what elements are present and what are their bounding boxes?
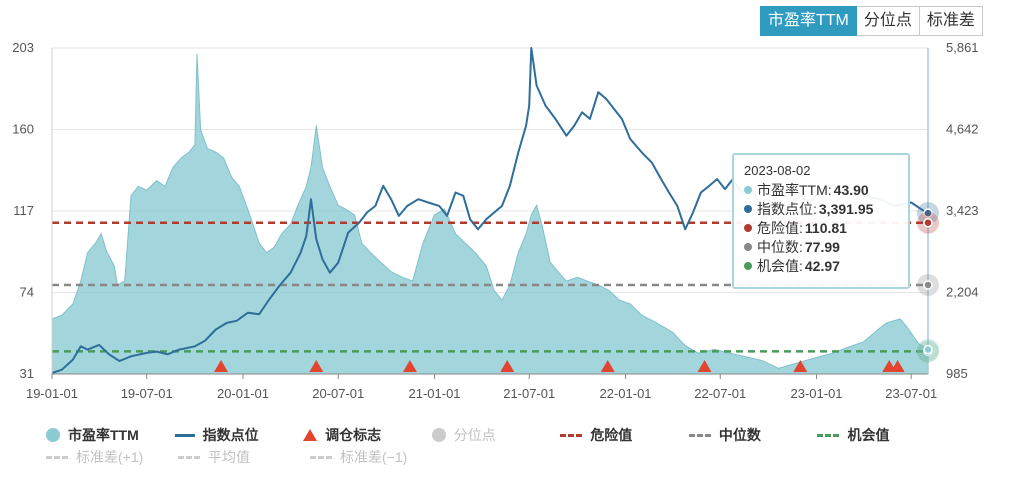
legend-item[interactable]: 中位数 — [688, 425, 818, 445]
tab-percentile[interactable]: 分位点 — [856, 6, 920, 36]
legend-triangle-icon — [303, 429, 318, 441]
legend-row-2: 标准差(+1) 平均值 标准差(−1) — [46, 446, 946, 468]
legend-dash-icon — [688, 433, 711, 437]
pe-index-chart[interactable]: 203 5,861 160 4,642 117 3,423 74 2,204 31 985 19-0… — [0, 0, 1032, 420]
y-left-tick-label: 74 — [20, 285, 34, 300]
tooltip-label: 指数点位: — [757, 200, 817, 217]
tab-std-dev[interactable]: 标准差 — [919, 6, 983, 36]
pe-ttm-area — [51, 53, 929, 375]
rebalance-marker — [697, 360, 712, 372]
legend-label: 指数点位 — [202, 427, 259, 443]
legend-item[interactable]: 标准差(+1) — [46, 447, 178, 467]
reference-lines — [52, 221, 928, 353]
legend-label: 中位数 — [718, 427, 761, 443]
chart-legend: 市盈率TTM 指数点位 调仓标志 分位点 危险值 中位数 机会值 标准差(+1) 平均值 标准差… — [46, 424, 946, 468]
rebalance-marker — [793, 360, 808, 372]
legend-label: 市盈率TTM — [68, 427, 139, 443]
x-tick-label: 21-01-01 — [409, 386, 461, 401]
hover-point — [923, 344, 933, 355]
tooltip-label: 中位数: — [757, 238, 803, 255]
tooltip-value: 77.99 — [804, 238, 840, 255]
tooltip-dot-icon — [744, 185, 752, 194]
legend-item[interactable]: 指数点位 — [174, 425, 304, 445]
y-right-tick-label: 4,642 — [946, 122, 979, 137]
tooltip-dot-icon — [744, 223, 752, 232]
legend-dash-icon — [560, 433, 583, 437]
rebalance-marker — [600, 360, 615, 372]
legend-circle-icon — [431, 428, 446, 442]
hover-indicators — [917, 48, 939, 374]
legend-dash-icon — [817, 433, 840, 437]
tooltip-dot-icon — [744, 204, 752, 213]
legend-item[interactable]: 机会值 — [817, 425, 946, 445]
rebalance-marker — [500, 360, 515, 372]
tooltip-value: 3,391.95 — [818, 200, 874, 217]
legend-label: 平均值 — [208, 449, 250, 465]
x-tick-label: 23-01-01 — [791, 386, 843, 401]
x-tick-label: 20-01-01 — [217, 386, 269, 401]
rebalance-markers — [214, 360, 905, 372]
legend-item[interactable]: 市盈率TTM — [46, 425, 175, 445]
y-left-tick-label: 117 — [13, 203, 34, 218]
legend-label: 标准差(+1) — [76, 449, 144, 465]
tooltip-value: 43.90 — [833, 181, 869, 198]
y-right-tick-label: 5,861 — [946, 40, 979, 55]
tooltip-row: 危险值: 110.81 — [744, 218, 898, 237]
tooltip-row: 市盈率TTM: 43.90 — [744, 180, 898, 199]
x-tick-label: 20-07-01 — [312, 386, 364, 401]
rebalance-marker — [890, 360, 905, 372]
tooltip-row: 指数点位: 3,391.95 — [744, 199, 898, 218]
y-right-tick-label: 3,423 — [946, 203, 979, 218]
chart-tooltip: 2023-08-02 市盈率TTM: 43.90 指数点位: 3,391.95 危险值:… — [732, 153, 910, 289]
legend-row-1: 市盈率TTM 指数点位 调仓标志 分位点 危险值 中位数 机会值 — [46, 424, 946, 446]
hover-point — [923, 280, 933, 290]
legend-line-icon — [174, 433, 195, 437]
tooltip-dot-icon — [744, 242, 752, 251]
legend-label: 危险值 — [590, 427, 633, 443]
legend-item[interactable]: 调仓标志 — [303, 425, 432, 445]
x-tick-label: 22-07-01 — [694, 386, 746, 401]
legend-item[interactable]: 标准差(−1) — [310, 447, 442, 467]
legend-dash-icon — [310, 455, 332, 459]
legend-item[interactable]: 危险值 — [560, 425, 689, 445]
y-right-tick-label: 2,204 — [946, 285, 979, 300]
tooltip-date: 2023-08-02 — [744, 163, 811, 178]
tab-pe-ttm[interactable]: 市盈率TTM — [760, 6, 857, 36]
y-left-tick-label: 31 — [20, 366, 34, 381]
tooltip-label: 机会值: — [757, 257, 803, 274]
tooltip-row: 机会值: 42.97 — [744, 256, 898, 275]
legend-item[interactable]: 平均值 — [178, 447, 310, 467]
x-tick-label: 23-07-01 — [885, 386, 937, 401]
legend-dash-icon — [46, 455, 68, 459]
tooltip-value: 42.97 — [804, 257, 840, 274]
rebalance-marker — [309, 360, 324, 372]
pe-area-series — [51, 53, 929, 375]
axes: 203 5,861 160 4,642 117 3,423 74 2,204 31 985 19-0… — [12, 40, 978, 401]
legend-label: 标准差(−1) — [340, 449, 408, 465]
legend-circle-icon — [46, 428, 60, 442]
legend-dash-icon — [178, 455, 200, 459]
x-tick-label: 21-07-01 — [503, 386, 555, 401]
y-left-tick-label: 160 — [12, 122, 34, 137]
x-tick-label: 19-07-01 — [121, 386, 173, 401]
tooltip-row: 中位数: 77.99 — [744, 237, 898, 256]
hover-point — [923, 217, 933, 228]
x-tick-label: 19-01-01 — [26, 386, 78, 401]
tooltip-label: 危险值: — [757, 219, 803, 236]
hover-point — [923, 208, 933, 218]
tooltip-label: 市盈率TTM: — [757, 181, 832, 198]
view-tabs: 市盈率TTM 分位点 标准差 — [760, 6, 983, 36]
rebalance-marker — [214, 360, 229, 372]
legend-label: 分位点 — [453, 427, 496, 443]
rebalance-marker — [402, 360, 417, 372]
y-right-tick-label: 985 — [946, 366, 968, 381]
legend-label: 机会值 — [847, 427, 890, 443]
legend-item[interactable]: 分位点 — [431, 425, 561, 445]
x-tick-label: 22-01-01 — [600, 386, 652, 401]
tooltip-dot-icon — [744, 261, 752, 270]
legend-label: 调仓标志 — [325, 427, 382, 443]
tooltip-value: 110.81 — [804, 219, 847, 236]
y-left-tick-label: 203 — [12, 40, 34, 55]
